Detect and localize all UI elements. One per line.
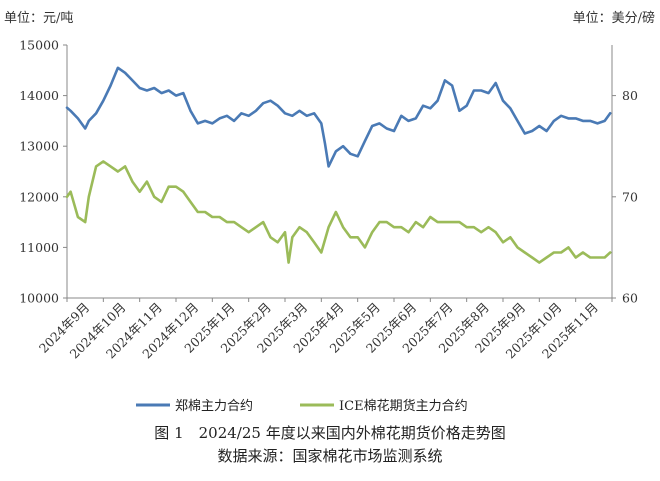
axes (66, 45, 613, 299)
figure-caption: 图 1 2024/25 年度以来国内外棉花期货价格走势图 数据来源：国家棉花市场… (0, 422, 660, 468)
left-tick-label: 12000 (19, 189, 59, 204)
right-tick-label: 70 (622, 189, 638, 204)
x-axis-ticks: 2024年9月2024年10月2024年11月2024年12月2025年1月20… (36, 298, 613, 362)
figure-title: 图 1 2024/25 年度以来国内外棉花期货价格走势图 (154, 424, 506, 442)
right-tick-label: 60 (622, 291, 638, 306)
left-tick-label: 13000 (19, 139, 59, 154)
series-line (65, 66, 612, 168)
right-tick-label: 80 (622, 88, 638, 103)
right-axis-ticks: 60 70 80 (612, 88, 638, 306)
legend: 郑棉主力合约 ICE棉花期货主力合约 (136, 398, 468, 414)
data-source: 数据来源：国家棉花市场监测系统 (217, 447, 443, 465)
legend-label: ICE棉花期货主力合约 (339, 398, 468, 414)
series-lines (65, 66, 612, 264)
left-tick-label: 11000 (19, 240, 59, 255)
left-axis-unit: 单位：元/吨 (4, 11, 73, 26)
legend-label: 郑棉主力合约 (175, 399, 253, 414)
right-axis-unit: 单位：美分/磅 (573, 10, 655, 26)
left-tick-label: 15000 (19, 38, 59, 53)
left-axis-ticks: 10000 11000 12000 13000 14000 15000 (19, 38, 67, 306)
series-line (65, 160, 612, 264)
left-tick-label: 10000 (19, 291, 59, 306)
left-tick-label: 14000 (19, 88, 59, 103)
